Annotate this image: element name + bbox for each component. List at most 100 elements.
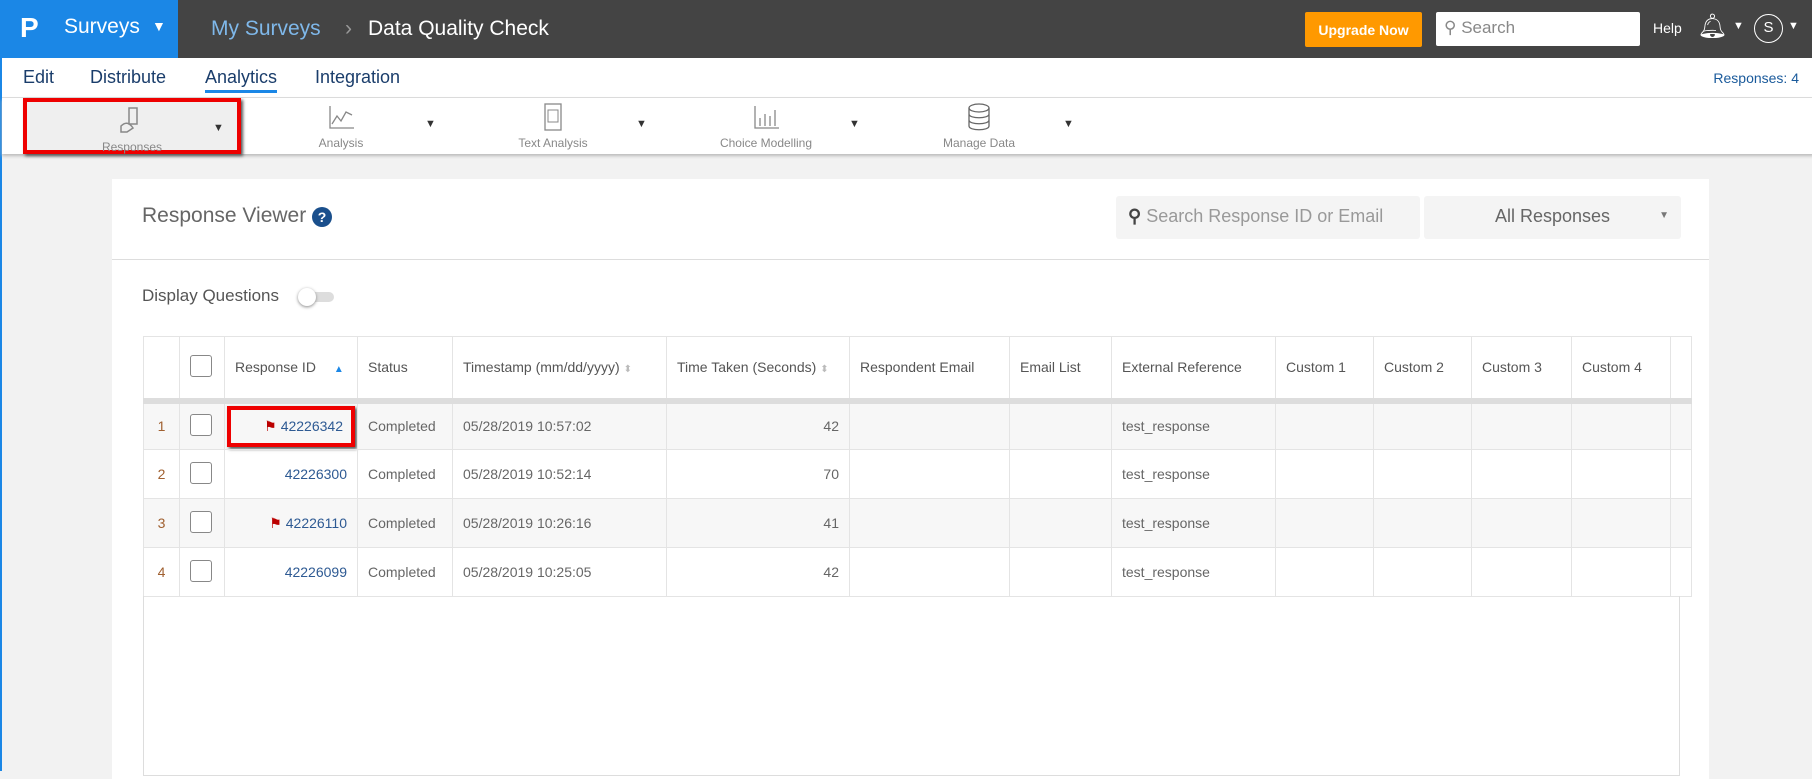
row-number: 3 — [143, 498, 180, 548]
table-row[interactable]: 4 42226099 Completed 05/28/2019 10:25:05… — [143, 547, 1692, 597]
status-cell: Completed — [357, 547, 453, 597]
response-search-input[interactable]: ⚲ Search Response ID or Email — [1116, 196, 1420, 239]
caret-down-icon[interactable]: ▼ — [636, 118, 647, 130]
table-header-row: Response ID ▲ Status Timestamp (mm/dd/yy… — [143, 336, 1692, 404]
help-icon[interactable]: ? — [312, 207, 333, 227]
custom-4-cell — [1571, 498, 1671, 548]
row-checkbox[interactable] — [190, 413, 212, 436]
timestamp-cell: 05/28/2019 10:52:14 — [452, 449, 667, 499]
header-time-taken[interactable]: Time Taken (Seconds) ⬍ — [666, 336, 850, 404]
row-checkbox[interactable] — [190, 559, 212, 582]
tool-choice-modelling[interactable]: Choice Modelling — [701, 98, 831, 154]
table-row[interactable]: 2 42226300 Completed 05/28/2019 10:52:14… — [143, 449, 1692, 499]
header-external-reference[interactable]: External Reference — [1111, 336, 1276, 404]
response-filter-select[interactable]: All Responses ▼ — [1424, 196, 1681, 239]
upgrade-button[interactable]: Upgrade Now — [1305, 12, 1422, 47]
caret-down-icon: ▼ — [213, 122, 224, 134]
more-cell — [1670, 547, 1692, 597]
header-email-list[interactable]: Email List — [1009, 336, 1112, 404]
bar-chart-icon — [754, 106, 779, 129]
response-id-link[interactable]: 42226342 — [280, 418, 343, 435]
header-response-id[interactable]: Response ID ▲ — [224, 336, 358, 404]
row-checkbox[interactable] — [190, 510, 212, 533]
header-index — [143, 336, 180, 404]
document-grid-icon — [544, 103, 562, 131]
nav-edit[interactable]: Edit — [23, 67, 55, 87]
header-timestamp[interactable]: Timestamp (mm/dd/yyyy) ⬍ — [452, 336, 667, 404]
custom-1-cell — [1275, 498, 1374, 548]
custom-4-cell — [1571, 449, 1671, 499]
app-switcher[interactable]: P Surveys ▼ — [2, 0, 178, 58]
row-select — [179, 400, 225, 450]
chevron-down-icon[interactable]: ▼ — [1788, 20, 1799, 32]
response-id-link[interactable]: 42226110 — [285, 514, 347, 531]
custom-1-cell — [1275, 449, 1374, 499]
status-cell: Completed — [357, 498, 453, 548]
time-taken-cell: 42 — [666, 400, 850, 450]
more-cell — [1670, 400, 1692, 450]
timestamp-cell: 05/28/2019 10:57:02 — [452, 400, 667, 450]
display-questions-toggle[interactable] — [298, 288, 338, 306]
header-respondent-email[interactable]: Respondent Email — [849, 336, 1010, 404]
display-questions-label: Display Questions — [142, 286, 280, 305]
analytics-toolbar: Responses ▼ Analysis ▼ Text Analysis ▼ C… — [2, 98, 1812, 154]
row-checkbox[interactable] — [190, 461, 212, 484]
caret-down-icon[interactable]: ▼ — [1063, 118, 1074, 130]
global-search-input[interactable]: ⚲ Search — [1436, 12, 1640, 46]
tool-text-analysis[interactable]: Text Analysis — [498, 98, 608, 154]
header-select-all — [179, 336, 225, 404]
sort-icon: ⬍ — [820, 364, 829, 376]
timestamp-cell: 05/28/2019 10:26:16 — [452, 498, 667, 548]
top-bar: P Surveys ▼ My Surveys › Data Quality Ch… — [2, 0, 1812, 58]
custom-2-cell — [1373, 498, 1472, 548]
tool-analysis[interactable]: Analysis — [291, 98, 391, 154]
search-icon: ⚲ — [1128, 206, 1142, 226]
select-all-checkbox[interactable] — [190, 354, 212, 377]
response-id-link[interactable]: 42226300 — [284, 466, 347, 482]
status-cell: Completed — [357, 449, 453, 499]
tool-label: Manage Data — [942, 136, 1016, 150]
tool-manage-data[interactable]: Manage Data — [924, 98, 1034, 154]
app-name: Surveys — [64, 15, 140, 38]
caret-down-icon[interactable]: ▼ — [425, 118, 436, 130]
caret-down-icon[interactable]: ▼ — [849, 118, 860, 130]
table-row[interactable]: 1 ⚑ 42226342 Completed 05/28/2019 10:57:0… — [143, 400, 1692, 450]
table-row[interactable]: 3 ⚑ 42226110 Completed 05/28/2019 10:26:1… — [143, 498, 1692, 548]
nav-analytics[interactable]: Analytics — [205, 67, 278, 93]
chevron-down-icon[interactable]: ▼ — [1733, 20, 1744, 32]
database-icon — [968, 103, 990, 131]
search-placeholder: Search Response ID or Email — [1146, 206, 1384, 226]
tool-responses[interactable]: Responses ▼ — [23, 98, 241, 154]
header-custom-3[interactable]: Custom 3 — [1471, 336, 1572, 404]
tool-label: Responses — [101, 140, 163, 154]
responses-count: Responses: 4 — [1713, 70, 1799, 86]
breadcrumb-my-surveys[interactable]: My Surveys — [211, 17, 321, 40]
tool-label: Text Analysis — [518, 136, 588, 150]
bell-icon[interactable]: 🔔︎ — [1697, 13, 1728, 40]
nav-integration[interactable]: Integration — [315, 67, 401, 87]
email-cell — [849, 547, 1010, 597]
more-cell — [1670, 498, 1692, 548]
chevron-down-icon: ▼ — [152, 18, 166, 34]
tool-label: Choice Modelling — [719, 136, 813, 150]
header-status[interactable]: Status — [357, 336, 453, 404]
header-custom-4[interactable]: Custom 4 — [1571, 336, 1671, 404]
email-cell — [849, 498, 1010, 548]
nav-distribute[interactable]: Distribute — [90, 67, 167, 87]
row-select — [179, 547, 225, 597]
row-number: 4 — [143, 547, 180, 597]
custom-4-cell — [1571, 400, 1671, 450]
row-number: 1 — [143, 400, 180, 450]
header-custom-2[interactable]: Custom 2 — [1373, 336, 1472, 404]
more-cell — [1670, 449, 1692, 499]
time-taken-cell: 42 — [666, 547, 850, 597]
header-custom-1[interactable]: Custom 1 — [1275, 336, 1374, 404]
responses-table: Response ID ▲ Status Timestamp (mm/dd/yy… — [143, 336, 1692, 597]
table-empty-area — [143, 596, 1680, 776]
avatar[interactable]: S — [1754, 14, 1783, 43]
custom-3-cell — [1471, 449, 1572, 499]
custom-3-cell — [1471, 498, 1572, 548]
help-link[interactable]: Help — [1653, 20, 1682, 36]
response-id-link[interactable]: 42226099 — [284, 564, 347, 580]
custom-1-cell — [1275, 547, 1374, 597]
